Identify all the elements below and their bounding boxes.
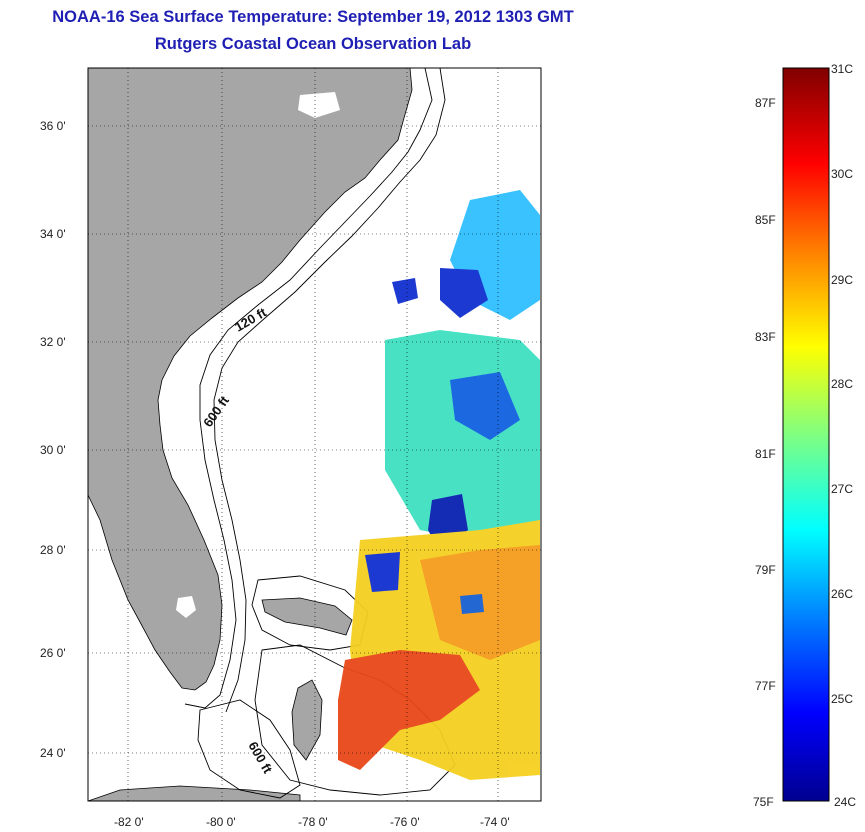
pamlico-sound — [298, 92, 340, 118]
colorbar-label-f: 81F — [755, 447, 776, 461]
colorbar-fahrenheit-labels: 87F 85F 83F 81F 79F 77F 75F — [753, 96, 776, 809]
longitude-axis: -82 0' -80 0' -78 0' -76 0' -74 0' — [114, 815, 510, 829]
colorbar — [782, 67, 830, 802]
sst-patch-cold-5 — [365, 552, 400, 592]
colorbar-label-f: 79F — [755, 563, 776, 577]
sst-patch-hot — [338, 650, 480, 770]
colorbar-label-c: 24C — [834, 795, 856, 809]
colorbar-label-f: 75F — [753, 795, 774, 809]
colorbar-label-f: 87F — [755, 96, 776, 110]
colorbar-celsius-labels: 31C 30C 29C 28C 27C 26C 25C 24C — [831, 62, 856, 809]
sst-patch-cold-1 — [392, 278, 418, 304]
colorbar-label-c: 30C — [831, 167, 853, 181]
colorbar-label-c: 26C — [831, 587, 853, 601]
lat-tick: 24 0' — [40, 746, 66, 760]
colorbar-label-f: 83F — [755, 330, 776, 344]
colorbar-label-c: 25C — [831, 692, 853, 706]
lat-tick: 26 0' — [40, 646, 66, 660]
land-mainland — [88, 68, 413, 691]
contour-600ft-south — [197, 699, 301, 799]
lat-tick: 30 0' — [40, 443, 66, 457]
colorbar-label-c: 27C — [831, 482, 853, 496]
lat-tick: 36 0' — [40, 119, 66, 133]
lon-tick: -74 0' — [480, 815, 510, 829]
grand-bahama — [261, 597, 353, 636]
lon-tick: -82 0' — [114, 815, 144, 829]
sst-patch-cold-2 — [440, 268, 488, 318]
colorbar-label-c: 28C — [831, 377, 853, 391]
contour-bahamas-bank — [251, 575, 369, 651]
lat-tick: 32 0' — [40, 335, 66, 349]
contour-120ft — [184, 68, 433, 709]
colorbar-label-f: 77F — [755, 679, 776, 693]
sst-swath — [338, 190, 540, 780]
colorbar-label-c: 31C — [831, 62, 853, 76]
sst-patch-cold-3 — [450, 372, 520, 440]
sst-patch-cold-6 — [460, 594, 484, 614]
lake-okeechobee — [176, 596, 196, 618]
chart-title: NOAA-16 Sea Surface Temperature: Septemb… — [52, 8, 574, 26]
lat-tick: 28 0' — [40, 543, 66, 557]
andros-island — [291, 679, 323, 761]
cuba-coast — [88, 785, 301, 801]
colorbar-label-f: 85F — [755, 213, 776, 227]
map-border — [87, 67, 542, 802]
chart-subtitle: Rutgers Coastal Ocean Observation Lab — [154, 35, 472, 53]
lon-tick: -80 0' — [206, 815, 236, 829]
lat-tick: 34 0' — [40, 227, 66, 241]
lon-tick: -78 0' — [298, 815, 328, 829]
lon-tick: -76 0' — [390, 815, 420, 829]
colorbar-label-c: 29C — [831, 273, 853, 287]
contour-600ft — [213, 68, 446, 713]
latitude-axis: 36 0' 34 0' 32 0' 30 0' 28 0' 26 0' 24 0… — [40, 119, 66, 760]
